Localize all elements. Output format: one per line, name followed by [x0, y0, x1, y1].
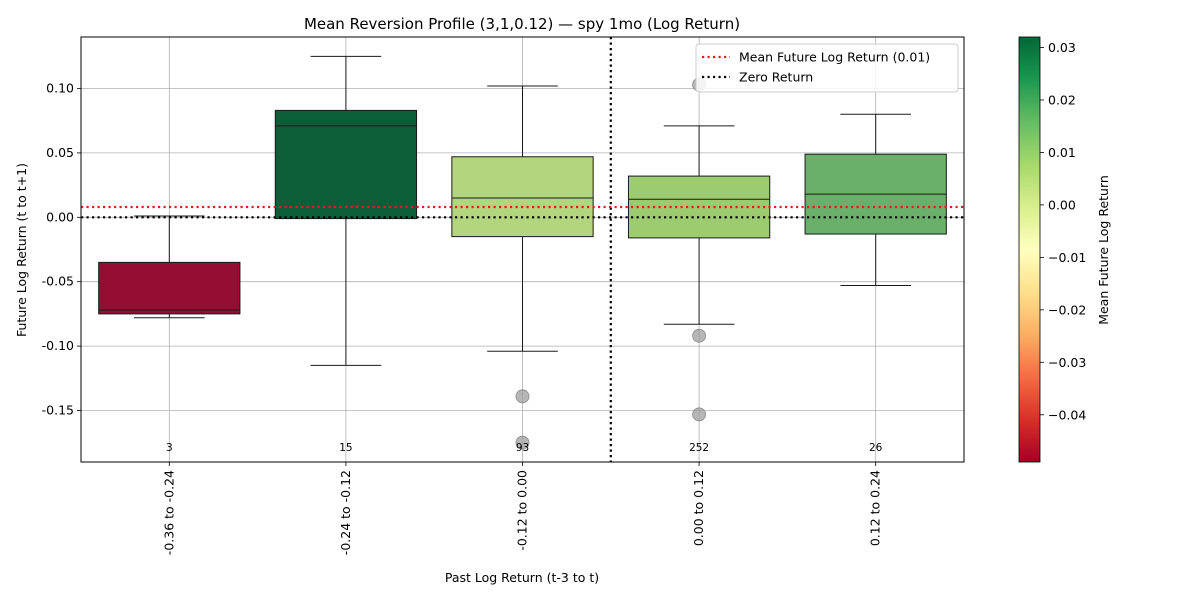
colorbar-tick-label: 0.00 [1048, 197, 1076, 212]
colorbar-tick-label: −0.04 [1048, 407, 1086, 422]
box-1 [274, 55, 418, 366]
box-body [98, 261, 241, 315]
x-tick-label: -0.36 to -0.24 [161, 470, 176, 555]
outlier-point [515, 435, 530, 450]
box-2 [451, 85, 594, 450]
legend-label-zero_return: Zero Return [739, 70, 813, 85]
y-axis-label: Future Log Return (t to t+1) [14, 163, 29, 337]
y-tick-label: -0.15 [42, 402, 74, 417]
legend-label-mean_future: Mean Future Log Return (0.01) [739, 50, 930, 65]
box-body [274, 109, 418, 220]
x-tick-label: 0.00 to 0.12 [691, 470, 706, 546]
colorbar-tick-label: −0.03 [1048, 355, 1086, 370]
outlier-point [692, 328, 706, 343]
x-tick-label: 0.12 to 0.24 [868, 470, 883, 546]
legend: Mean Future Log Return (0.01) Zero Return [695, 43, 959, 93]
x-axis: -0.36 to -0.24 -0.24 to -0.12 -0.12 to 0.0… [161, 462, 883, 555]
outlier-point [515, 389, 530, 404]
y-tick-label: -0.05 [42, 274, 74, 289]
x-tick-label: -0.12 to 0.00 [515, 470, 530, 551]
count-label: 15 [339, 442, 352, 454]
chart-title: Mean Reversion Profile (3,1,0.12) — spy … [304, 15, 740, 33]
y-axis: 0.10 0.05 0.00 -0.05 -0.10 -0.15 [42, 81, 81, 417]
y-tick-label: 0.10 [46, 81, 74, 96]
y-tick-label: 0.05 [46, 145, 74, 160]
x-axis-label: Past Log Return (t-3 to t) [445, 570, 599, 585]
count-label: 252 [689, 442, 709, 454]
colorbar-tick-label: −0.02 [1048, 302, 1086, 317]
colorbar-gradient [1018, 36, 1041, 463]
y-tick-label: 0.00 [46, 209, 74, 224]
outlier-point [692, 407, 706, 422]
x-tick-label: -0.24 to -0.12 [338, 470, 353, 555]
box-4 [804, 113, 947, 287]
plot-area: 3 15 93 252 26 [81, 37, 964, 462]
count-label: 26 [869, 442, 883, 454]
box-body [451, 156, 594, 238]
y-tick-label: -0.10 [42, 338, 74, 353]
legend-box [695, 43, 959, 93]
colorbar-tick-label: 0.01 [1048, 145, 1076, 160]
colorbar-label: Mean Future Log Return [1096, 175, 1111, 325]
colorbar-tick-label: 0.03 [1048, 40, 1076, 55]
count-label: 3 [166, 442, 173, 454]
box-0 [98, 215, 241, 319]
colorbar-tick-label: 0.02 [1048, 92, 1076, 107]
count-label: 93 [516, 442, 529, 454]
colorbar-tick-label: −0.01 [1048, 250, 1086, 265]
colorbar: 0.03 0.02 0.01 0.00 −0.01 −0.02 −0.03 −0.04 Mean… [1018, 36, 1111, 463]
